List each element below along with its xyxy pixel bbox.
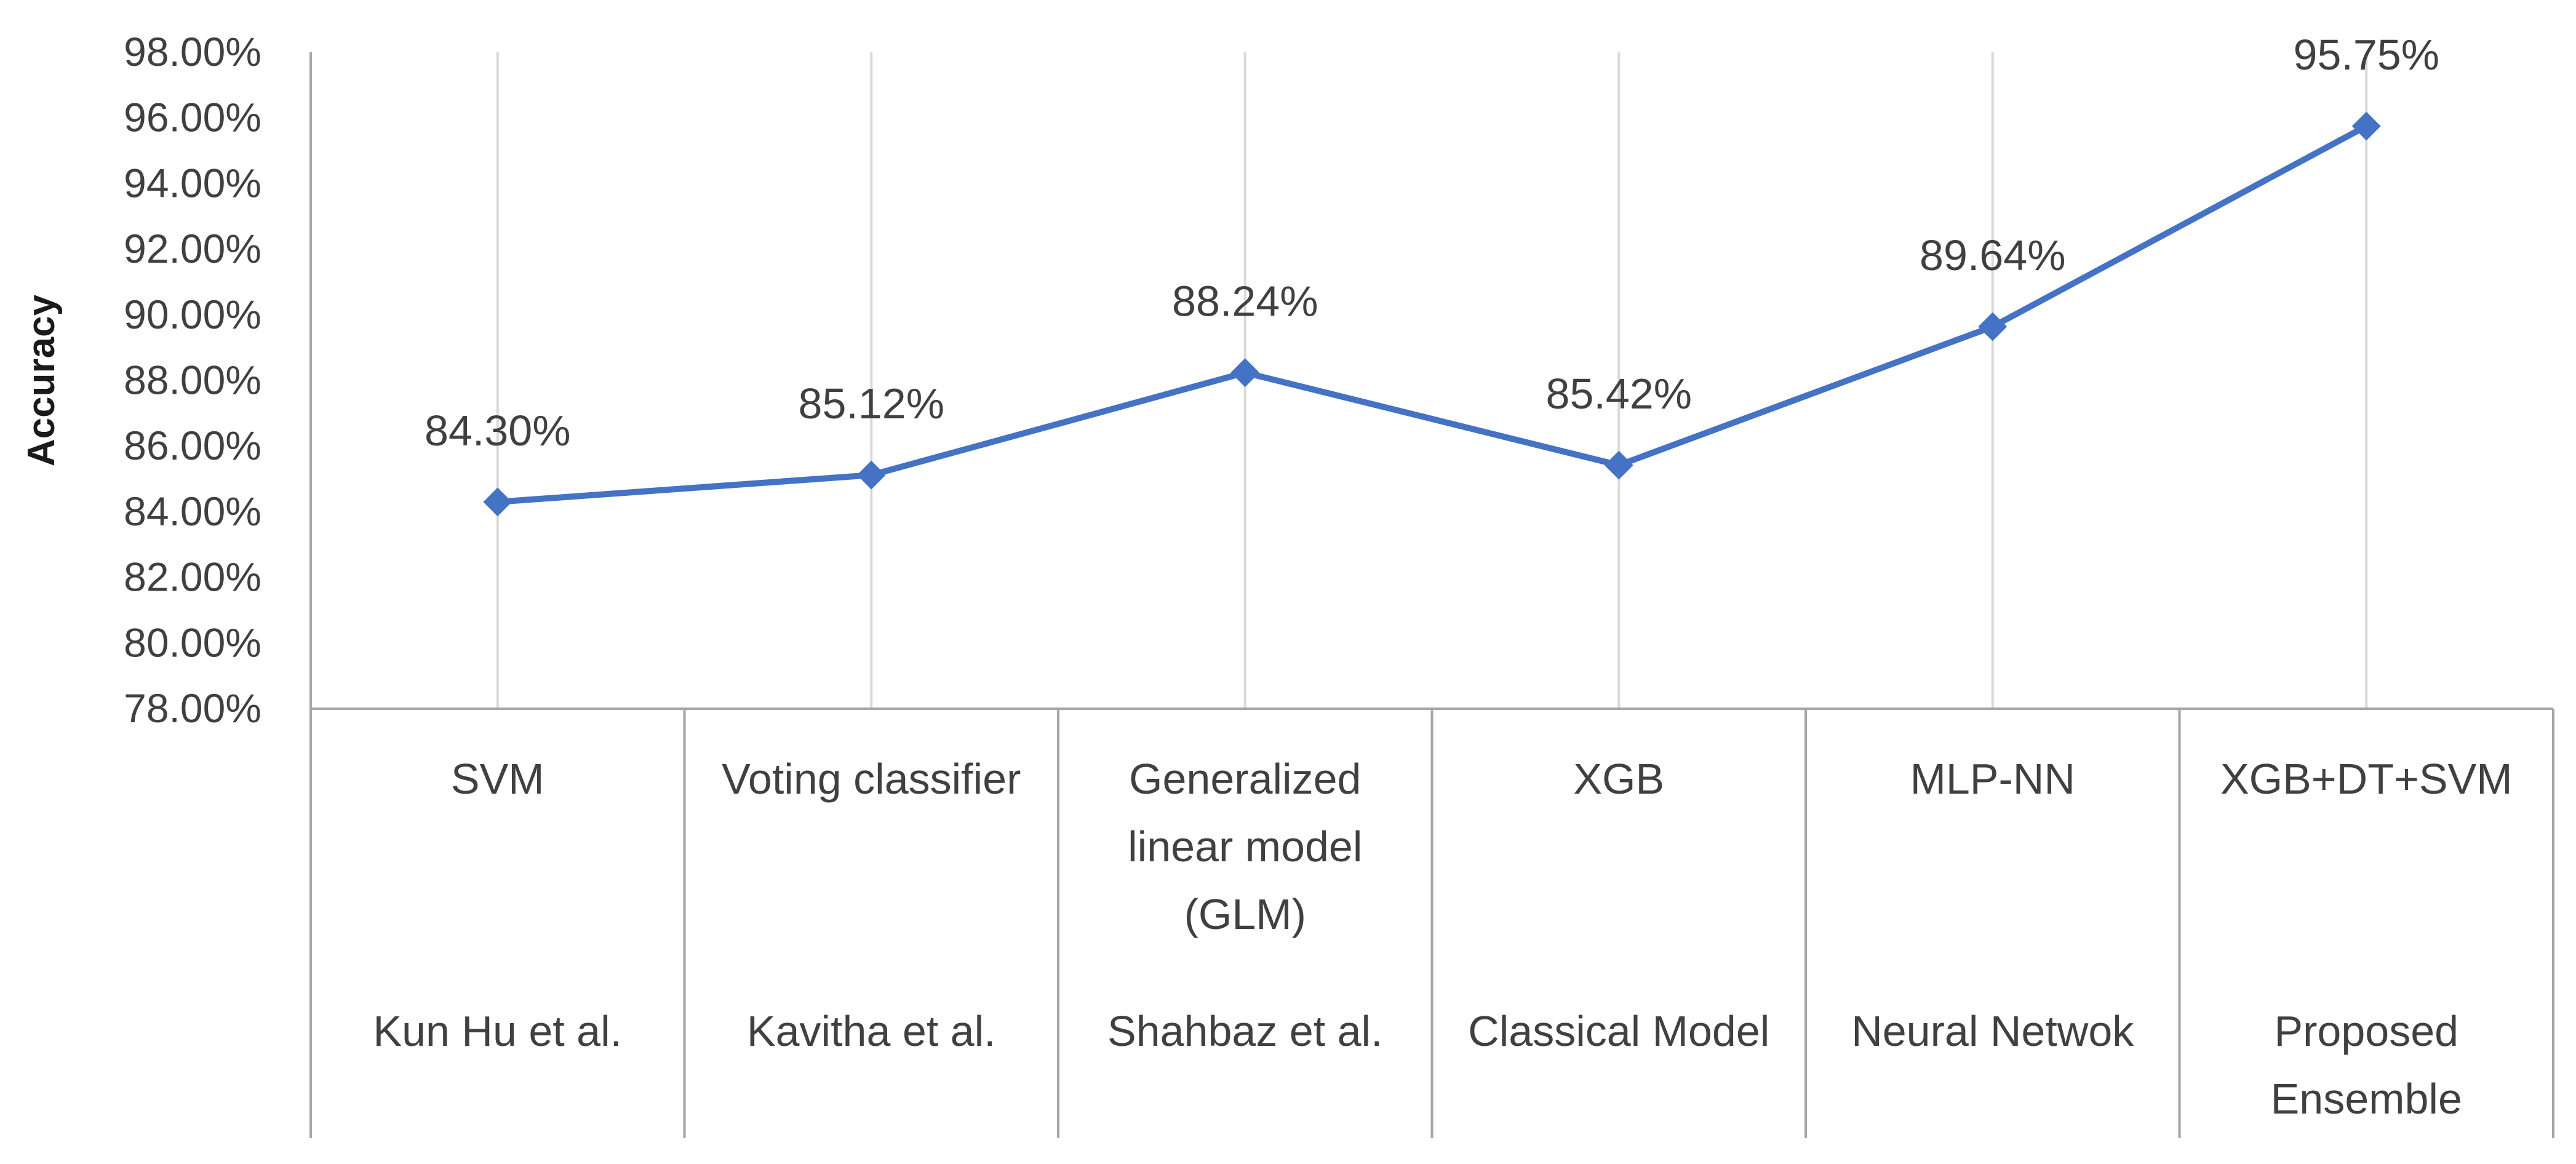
category-source-label: Kun Hu et al. xyxy=(373,1007,622,1055)
y-tick-label: 96.00% xyxy=(124,95,261,140)
data-label: 95.75% xyxy=(2294,31,2439,79)
y-axis-title: Accuracy xyxy=(20,294,63,466)
y-axis-tick-labels: 78.00% 80.00% 82.00% 84.00% 86.00% 88.00% 90.0… xyxy=(124,29,261,731)
category-method-label: MLP-NN xyxy=(1910,755,2075,803)
category-method-label: SVM xyxy=(451,755,544,803)
y-tick-label: 98.00% xyxy=(124,29,261,74)
series-accuracy xyxy=(483,111,2381,517)
x-axis-category-labels: SVM Kun Hu et al. Voting classifier Kavitha… xyxy=(373,755,2512,1123)
data-labels: 84.30% 85.12% 88.24% 85.42% 89.64% 95.75% xyxy=(425,31,2439,455)
category-source-label: Classical Model xyxy=(1468,1007,1769,1055)
data-point-marker xyxy=(1604,450,1633,480)
category-source-label: Shahbaz et al. xyxy=(1107,1007,1383,1055)
category-source-label: Proposed Ensemble xyxy=(2271,1007,2462,1123)
category-source-label: Kavitha et al. xyxy=(747,1007,996,1055)
category-method-label: Generalized linear model (GLM) xyxy=(1128,755,1362,938)
data-point-marker xyxy=(2351,111,2381,141)
data-point-marker xyxy=(1978,312,2008,341)
vertical-gridlines xyxy=(496,52,2368,709)
y-tick-label: 94.00% xyxy=(124,160,261,205)
data-label: 84.30% xyxy=(425,407,570,455)
category-method-label: XGB+DT+SVM xyxy=(2220,755,2513,803)
data-label: 89.64% xyxy=(1920,231,2065,279)
category-method-label: Voting classifier xyxy=(722,755,1021,803)
y-tick-label: 84.00% xyxy=(124,488,261,534)
data-label: 85.42% xyxy=(1546,370,1692,418)
axes xyxy=(309,52,2554,1138)
y-tick-label: 92.00% xyxy=(124,226,261,271)
y-tick-label: 86.00% xyxy=(124,423,261,468)
series-line xyxy=(494,123,2370,505)
data-label: 85.12% xyxy=(799,380,944,428)
category-source-label: Neural Netwok xyxy=(1851,1007,2134,1055)
y-tick-label: 90.00% xyxy=(124,292,261,337)
category-method-label: XGB xyxy=(1573,755,1664,803)
y-tick-label: 88.00% xyxy=(124,357,261,403)
data-point-marker xyxy=(856,460,886,490)
y-tick-label: 80.00% xyxy=(124,620,261,665)
data-label: 88.24% xyxy=(1172,277,1318,325)
data-point-marker xyxy=(1230,358,1260,388)
y-tick-label: 82.00% xyxy=(124,554,261,600)
data-point-marker xyxy=(483,487,512,517)
y-tick-label: 78.00% xyxy=(124,685,261,731)
